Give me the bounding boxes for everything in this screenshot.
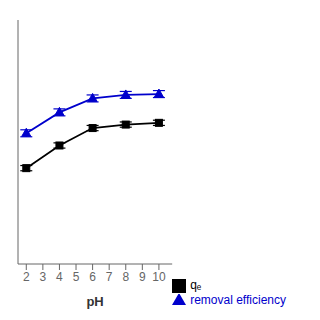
svg-text:9: 9	[139, 270, 146, 284]
svg-text:8: 8	[122, 270, 129, 284]
svg-text:6: 6	[89, 270, 96, 284]
svg-text:2: 2	[23, 270, 30, 284]
svg-text:4: 4	[56, 270, 63, 284]
svg-text:pH: pH	[86, 294, 103, 309]
svg-text:7: 7	[106, 270, 113, 284]
html-text:removal efficiency: removal efficiency	[190, 293, 286, 308]
svg-text:3: 3	[40, 270, 47, 284]
html-text:qₑ: qₑ	[190, 278, 202, 293]
svg-text:10: 10	[152, 270, 166, 284]
svg-text:5: 5	[73, 270, 80, 284]
